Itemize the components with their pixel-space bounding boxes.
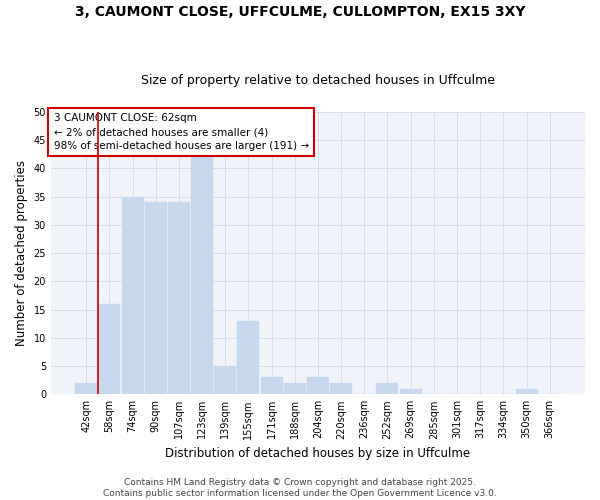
Bar xyxy=(400,388,422,394)
Bar xyxy=(260,378,283,394)
Bar xyxy=(307,378,329,394)
Bar xyxy=(168,202,190,394)
Bar xyxy=(98,304,121,394)
Bar xyxy=(122,196,143,394)
Bar xyxy=(376,383,398,394)
Bar xyxy=(238,321,259,394)
Bar xyxy=(145,202,167,394)
Y-axis label: Number of detached properties: Number of detached properties xyxy=(15,160,28,346)
Title: Size of property relative to detached houses in Uffculme: Size of property relative to detached ho… xyxy=(141,74,495,87)
Text: Contains HM Land Registry data © Crown copyright and database right 2025.
Contai: Contains HM Land Registry data © Crown c… xyxy=(103,478,497,498)
Bar xyxy=(284,383,306,394)
Text: 3, CAUMONT CLOSE, UFFCULME, CULLOMPTON, EX15 3XY: 3, CAUMONT CLOSE, UFFCULME, CULLOMPTON, … xyxy=(75,5,525,19)
Bar xyxy=(330,383,352,394)
X-axis label: Distribution of detached houses by size in Uffculme: Distribution of detached houses by size … xyxy=(166,447,470,460)
Bar xyxy=(75,383,97,394)
Text: 3 CAUMONT CLOSE: 62sqm
← 2% of detached houses are smaller (4)
98% of semi-detac: 3 CAUMONT CLOSE: 62sqm ← 2% of detached … xyxy=(53,113,309,151)
Bar xyxy=(515,388,538,394)
Bar xyxy=(214,366,236,394)
Bar xyxy=(191,157,213,394)
